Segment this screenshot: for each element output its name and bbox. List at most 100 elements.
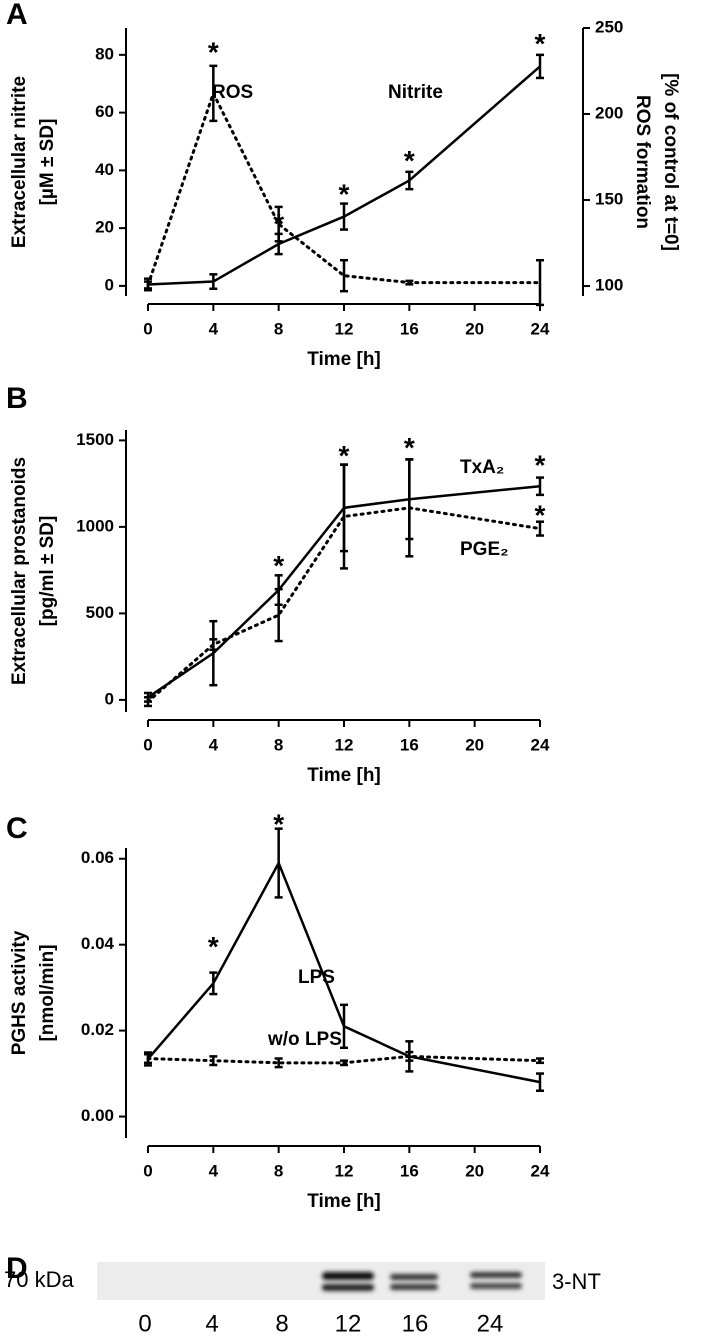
x-axis-label: Time [h]	[307, 765, 381, 786]
error-bar	[209, 619, 218, 687]
series-label: w/o LPS	[267, 1029, 342, 1050]
series-label: Nitrite	[388, 82, 443, 103]
blot-membrane	[97, 1262, 545, 1300]
series-line	[146, 1054, 542, 1065]
error-bar	[536, 53, 544, 80]
y2-tick-label: 100	[595, 276, 623, 295]
x-tick-label: 0	[143, 735, 152, 754]
y-tick-label: 0.06	[81, 848, 114, 867]
series-label: LPS	[298, 967, 335, 988]
y-tick-label: 1500	[76, 430, 114, 449]
significance-marker: *	[208, 931, 219, 962]
y-axis-label: [µM ± SD]	[37, 119, 58, 206]
significance-marker: *	[273, 208, 284, 239]
x-tick-label: 4	[209, 319, 219, 338]
error-bar	[536, 1057, 544, 1065]
x-tick-label: 12	[335, 1161, 354, 1180]
lane-label: 0	[138, 1310, 151, 1337]
error-bar	[209, 971, 218, 996]
x-tick-label: 16	[400, 1161, 419, 1180]
x-tick-label: 24	[531, 1161, 550, 1180]
x-axis-label: Time [h]	[307, 1191, 381, 1212]
error-bar	[405, 458, 414, 558]
blot-bands	[322, 1272, 522, 1291]
error-bar	[536, 476, 544, 497]
lane-label: 24	[477, 1310, 504, 1337]
y2-tick-label: 250	[595, 17, 623, 36]
error-bar	[274, 1057, 283, 1069]
panel-letter: B	[6, 382, 28, 415]
y-tick-label: 0.00	[81, 1106, 114, 1125]
significance-marker: *	[535, 450, 546, 481]
error-bar	[340, 258, 348, 293]
error-bar	[144, 696, 152, 708]
error-bar	[274, 232, 283, 256]
y-tick-label: 0	[105, 689, 114, 708]
significance-marker: *	[535, 500, 546, 531]
series-label: ROS	[212, 82, 253, 103]
x-tick-label: 12	[335, 735, 354, 754]
y-axis-label: Extracellular nitrite	[9, 76, 30, 248]
y-axis-label: [nmol/min]	[37, 944, 58, 1041]
error-bar	[209, 1055, 218, 1067]
error-bar	[340, 202, 348, 231]
y-tick-label: 20	[95, 218, 114, 237]
x-axis-label: Time [h]	[307, 349, 381, 370]
x-tick-label: 20	[465, 735, 484, 754]
error-bar	[209, 64, 218, 123]
x-tick-label: 20	[465, 319, 484, 338]
x-tick-label: 24	[531, 319, 550, 338]
y-axis-label: Extracellular prostanoids	[9, 457, 30, 685]
series-label: TxA₂	[460, 457, 504, 478]
series-line	[147, 65, 541, 286]
error-bar	[144, 1052, 152, 1065]
y2-axis-label: [% of control at t=0]	[660, 73, 681, 251]
y2-tick-label: 150	[595, 189, 623, 208]
error-bar	[536, 520, 544, 537]
error-bar	[536, 258, 544, 307]
lane-label: 4	[205, 1310, 218, 1337]
y-tick-label: 500	[86, 603, 114, 622]
error-bar	[209, 638, 218, 651]
error-bar	[405, 170, 414, 191]
error-bar	[274, 827, 283, 899]
series-line	[146, 89, 542, 287]
series-line	[147, 484, 541, 699]
x-tick-label: 12	[335, 319, 354, 338]
y-axis-label: [pg/ml ± SD]	[37, 516, 58, 627]
series-line	[147, 860, 541, 1084]
error-bar	[274, 587, 283, 643]
error-bar	[405, 279, 414, 286]
significance-marker: *	[273, 808, 284, 839]
significance-marker: *	[404, 145, 415, 176]
x-tick-label: 16	[400, 735, 419, 754]
error-bar	[340, 463, 348, 570]
x-tick-label: 8	[274, 1161, 283, 1180]
x-tick-label: 0	[143, 1161, 152, 1180]
x-tick-label: 0	[143, 319, 152, 338]
y-tick-label: 0	[105, 275, 114, 294]
error-bar	[536, 1072, 544, 1092]
x-tick-label: 4	[209, 1161, 219, 1180]
y-axis-label: PGHS activity	[9, 930, 30, 1055]
error-bar	[405, 1050, 414, 1062]
blot-marker: 70 kDa	[4, 1267, 74, 1292]
error-bar	[144, 277, 152, 292]
significance-marker: *	[404, 432, 415, 463]
significance-marker: *	[339, 440, 350, 471]
significance-marker: *	[273, 550, 284, 581]
lane-label: 8	[275, 1310, 288, 1337]
x-tick-label: 8	[274, 319, 283, 338]
y-tick-label: 0.04	[81, 934, 115, 953]
y-tick-label: 60	[95, 102, 114, 121]
x-tick-label: 20	[465, 1161, 484, 1180]
significance-marker: *	[535, 28, 546, 59]
blot-label: 3-NT	[552, 1269, 601, 1294]
lane-label: 12	[335, 1310, 362, 1337]
panel-letter: D	[6, 1252, 28, 1285]
y2-tick-label: 200	[595, 103, 623, 122]
y2-axis-label: ROS formation	[632, 95, 653, 229]
x-tick-label: 8	[274, 735, 283, 754]
series-label: PGE₂	[460, 539, 509, 560]
